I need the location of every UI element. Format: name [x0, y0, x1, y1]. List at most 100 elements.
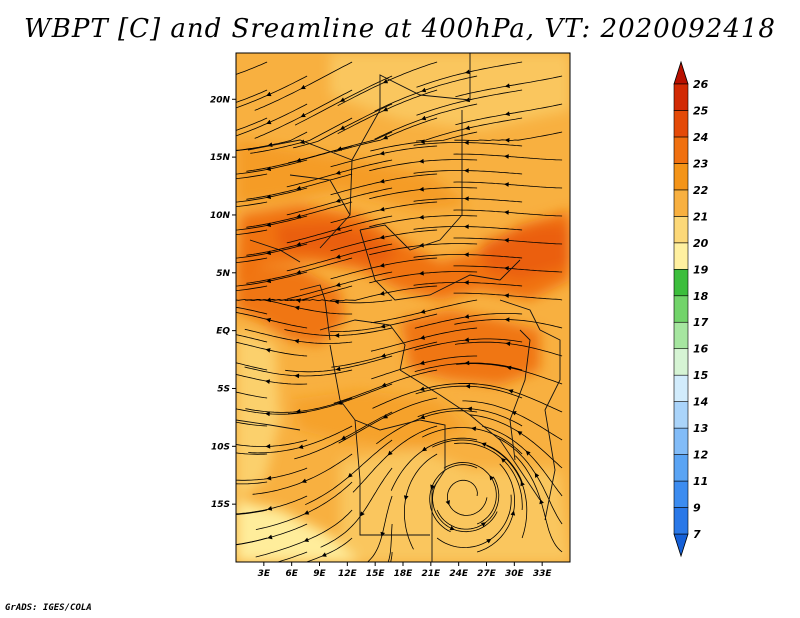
streamline-arrow-icon [379, 234, 385, 240]
streamline-arrow-icon [445, 500, 450, 506]
streamline-arrow-icon [387, 450, 393, 456]
streamline-arrow-icon [335, 170, 341, 175]
streamline-arrow-icon [335, 198, 341, 203]
colorbar-swatch [673, 163, 689, 191]
streamline [236, 61, 268, 75]
streamline-arrow-icon [418, 271, 424, 276]
streamline-arrow-icon [421, 115, 427, 121]
streamline-arrow-icon [419, 139, 425, 144]
streamline-arrow-icon [301, 478, 307, 483]
streamline-arrow-icon [298, 444, 304, 449]
streamline [387, 523, 393, 562]
streamline-arrow-icon [517, 431, 523, 436]
colorbar-swatch [673, 216, 689, 244]
streamline [276, 551, 308, 562]
lon-tick-label: 15E [366, 569, 386, 579]
colorbar-swatch [673, 374, 689, 402]
lat-tick-label: EQ [216, 327, 230, 337]
lon-tick-label: 30E [505, 569, 525, 579]
colorbar-level-label: 11 [693, 475, 708, 488]
lon-tick-label: 21E [421, 569, 441, 579]
streamline-arrow-icon [266, 166, 272, 171]
streamline-arrow-icon [471, 426, 477, 432]
streamline-arrow-icon [294, 339, 300, 344]
streamline-arrow-icon [464, 196, 469, 201]
streamline-arrow-icon [449, 526, 455, 531]
streamline-arrow-icon [382, 107, 388, 112]
streamline [236, 89, 268, 103]
colorbar-swatch [673, 321, 689, 350]
streamline-arrow-icon [525, 450, 531, 456]
streamline-arrow-icon [489, 475, 494, 481]
streamline-arrow-icon [420, 309, 426, 314]
colorbar-swatch [673, 427, 689, 455]
lat-tick-label: 15N [210, 153, 231, 163]
streamline-arrow-icon [464, 168, 469, 173]
lat-tick-label: 20N [210, 95, 231, 105]
streamline-arrow-icon [464, 314, 470, 319]
colorbar-level-label: 20 [693, 237, 709, 250]
streamline-arrow-icon [379, 263, 385, 268]
colorbar-swatch [673, 110, 689, 138]
streamline-arrow-icon [379, 150, 385, 156]
streamline [236, 509, 268, 515]
streamline-arrow-icon [339, 97, 345, 102]
colorbar-swatch [673, 136, 689, 164]
streamline-arrow-icon [508, 389, 514, 394]
streamline-arrow-icon [339, 125, 345, 130]
streamline-arrow-icon [347, 472, 353, 478]
streamline-arrow-icon [534, 472, 540, 478]
colorbar-level-label: 23 [693, 157, 709, 170]
colorbar-level-label: 13 [693, 422, 709, 435]
colorbar-level-label: 15 [693, 369, 709, 382]
streamline-arrow-icon [504, 238, 509, 243]
colorbar-level-label: 7 [693, 528, 701, 541]
streamline-arrow-icon [539, 499, 544, 505]
colorbar-swatch [673, 268, 689, 297]
streamline-arrow-icon [379, 178, 385, 184]
colorbar-level-label: 21 [693, 210, 708, 223]
colorbar-level-label: 19 [693, 263, 709, 276]
lon-tick-label: 3E [258, 569, 271, 579]
streamline-arrow-icon [481, 442, 487, 447]
streamline-arrow-icon [382, 79, 388, 84]
streamline-arrow-icon [335, 282, 341, 287]
colorbar-level-label: 12 [693, 449, 709, 462]
streamline-arrow-icon [504, 293, 510, 298]
colorbar-level-label: 9 [693, 502, 701, 515]
lon-tick-label: 24E [449, 569, 469, 579]
longitude-axis: 3E 6E 9E 12E 15E 18E 21E 24E 27E 30E 33E [258, 562, 552, 579]
streamline-arrow-icon [265, 444, 271, 449]
colorbar-level-label: 14 [693, 396, 708, 409]
colorbar-swatch [673, 295, 689, 323]
streamline [236, 285, 268, 292]
streamline-arrow-icon [266, 194, 272, 199]
wbpt-shading [236, 53, 570, 562]
colorbar-swatch [673, 401, 689, 429]
streamline-arrow-icon [419, 335, 425, 340]
streamline [236, 173, 268, 180]
streamline [236, 229, 268, 236]
streamline-arrow-icon [335, 366, 341, 372]
streamline-arrow-icon [340, 435, 347, 440]
streamline-arrow-icon [380, 324, 386, 329]
colorbar-bottom-arrow [673, 533, 689, 558]
streamline-arrow-icon [501, 457, 506, 463]
streamline-arrow-icon [504, 83, 510, 88]
streamline-arrow-icon [481, 522, 487, 527]
country-borders [236, 53, 561, 562]
streamline-arrow-icon [421, 446, 427, 452]
streamline-arrow-icon [504, 138, 510, 143]
streamline-arrow-icon [504, 111, 510, 116]
streamline-arrow-icon [418, 186, 424, 192]
colorbar-level-label: 18 [693, 290, 709, 303]
lat-tick-label: 5N [216, 269, 230, 279]
streamline-arrow-icon [421, 87, 427, 93]
streamline-arrow-icon [418, 214, 424, 220]
lon-tick-label: 12E [338, 569, 358, 579]
streamline-arrow-icon [321, 552, 327, 557]
colorbar-swatch [673, 480, 689, 508]
streamline-arrow-icon [379, 206, 385, 212]
streamline-arrow-icon [465, 384, 471, 389]
